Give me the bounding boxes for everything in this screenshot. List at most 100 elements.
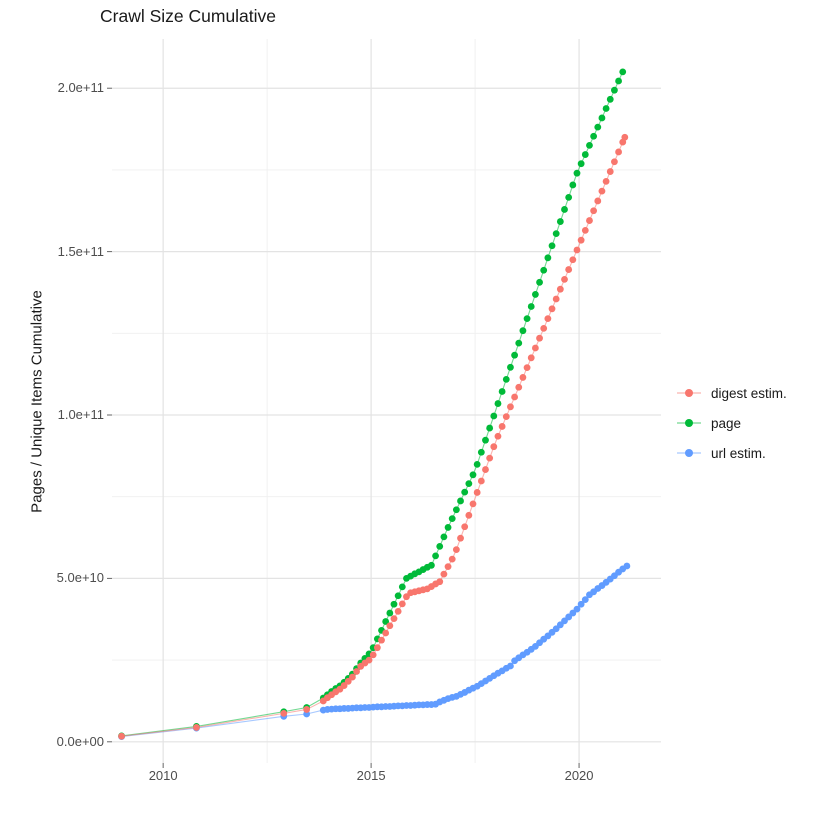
data-point <box>615 77 622 85</box>
legend-dot-icon <box>685 389 693 397</box>
data-point <box>540 325 548 332</box>
data-point <box>573 246 581 254</box>
data-point <box>378 636 385 644</box>
data-point <box>348 673 356 681</box>
data-point <box>490 443 498 451</box>
data-point <box>502 375 510 383</box>
data-point <box>565 193 573 201</box>
data-point <box>590 207 598 215</box>
data-point <box>515 383 523 391</box>
data-point <box>373 644 381 652</box>
y-tick-label: 5.0e+10 <box>56 570 104 586</box>
data-point <box>448 515 456 522</box>
data-point <box>544 254 552 262</box>
legend-key-icon <box>677 419 701 427</box>
legend: digest estim. page url estim. <box>676 378 787 468</box>
data-point <box>303 706 311 713</box>
series-line-url-estim- <box>121 565 628 738</box>
data-point <box>440 570 448 578</box>
data-point <box>573 605 581 613</box>
data-point <box>482 436 489 444</box>
data-point <box>465 511 473 519</box>
data-point <box>452 506 460 514</box>
data-point <box>552 230 560 238</box>
data-point <box>540 266 548 274</box>
data-point <box>519 374 527 381</box>
data-point <box>507 403 514 411</box>
data-point <box>581 596 589 604</box>
data-point <box>386 609 394 617</box>
data-point <box>457 497 464 505</box>
data-point <box>477 477 485 485</box>
data-point <box>444 524 452 531</box>
data-point <box>536 334 543 342</box>
x-tick-label: 2020 <box>564 768 594 783</box>
data-point <box>586 217 593 224</box>
data-point <box>507 662 514 670</box>
data-point <box>490 412 498 420</box>
data-point <box>494 400 502 407</box>
legend-label: digest estim. <box>711 385 787 401</box>
data-point <box>519 327 527 335</box>
legend-key-icon <box>677 449 701 457</box>
data-point <box>511 351 518 359</box>
data-point <box>502 413 510 421</box>
data-point <box>515 339 523 347</box>
data-point <box>340 682 348 689</box>
data-point <box>573 169 581 177</box>
data-point <box>280 709 288 717</box>
data-point <box>473 489 481 496</box>
legend-label: url estim. <box>711 445 766 461</box>
data-point <box>561 275 568 283</box>
legend-key-icon <box>677 389 701 397</box>
data-point <box>494 432 502 440</box>
data-point <box>469 500 477 508</box>
data-point <box>498 423 506 430</box>
data-point <box>398 600 406 608</box>
data-point <box>382 618 390 625</box>
data-point <box>552 295 560 303</box>
data-point <box>586 142 593 149</box>
data-point <box>602 105 610 112</box>
legend-item: url estim. <box>676 438 787 468</box>
data-point <box>486 454 494 462</box>
data-point <box>561 206 568 213</box>
data-point <box>448 555 456 563</box>
data-point <box>577 236 585 244</box>
data-point <box>498 388 506 395</box>
data-point <box>432 552 439 560</box>
data-point <box>473 460 481 468</box>
data-point <box>440 533 448 541</box>
data-point <box>461 488 469 496</box>
data-point <box>623 562 631 570</box>
y-tick-label: 2.0e+11 <box>57 80 104 96</box>
data-point <box>382 629 390 637</box>
x-tick-label: 2015 <box>356 768 386 783</box>
data-point <box>452 546 460 554</box>
data-point <box>581 151 589 158</box>
data-point <box>556 218 564 225</box>
data-point <box>365 656 373 664</box>
y-tick-label: 1.5e+11 <box>57 243 104 259</box>
data-point <box>507 363 514 371</box>
x-tick-label: 2010 <box>148 768 178 783</box>
data-point <box>619 68 627 76</box>
data-point <box>577 600 585 608</box>
data-point <box>398 583 406 591</box>
data-point <box>118 732 125 740</box>
data-point <box>621 133 629 141</box>
data-point <box>611 158 618 166</box>
data-point <box>594 197 602 205</box>
data-point <box>193 724 200 731</box>
legend-item: digest estim. <box>676 378 787 408</box>
data-point <box>486 424 494 432</box>
data-point <box>390 615 398 622</box>
data-point <box>548 242 556 250</box>
data-point <box>523 364 531 372</box>
y-tick-label: 0.0e+00 <box>56 733 104 749</box>
data-point <box>344 677 352 685</box>
data-point <box>531 344 539 352</box>
data-point <box>394 608 402 615</box>
data-point <box>590 132 598 140</box>
